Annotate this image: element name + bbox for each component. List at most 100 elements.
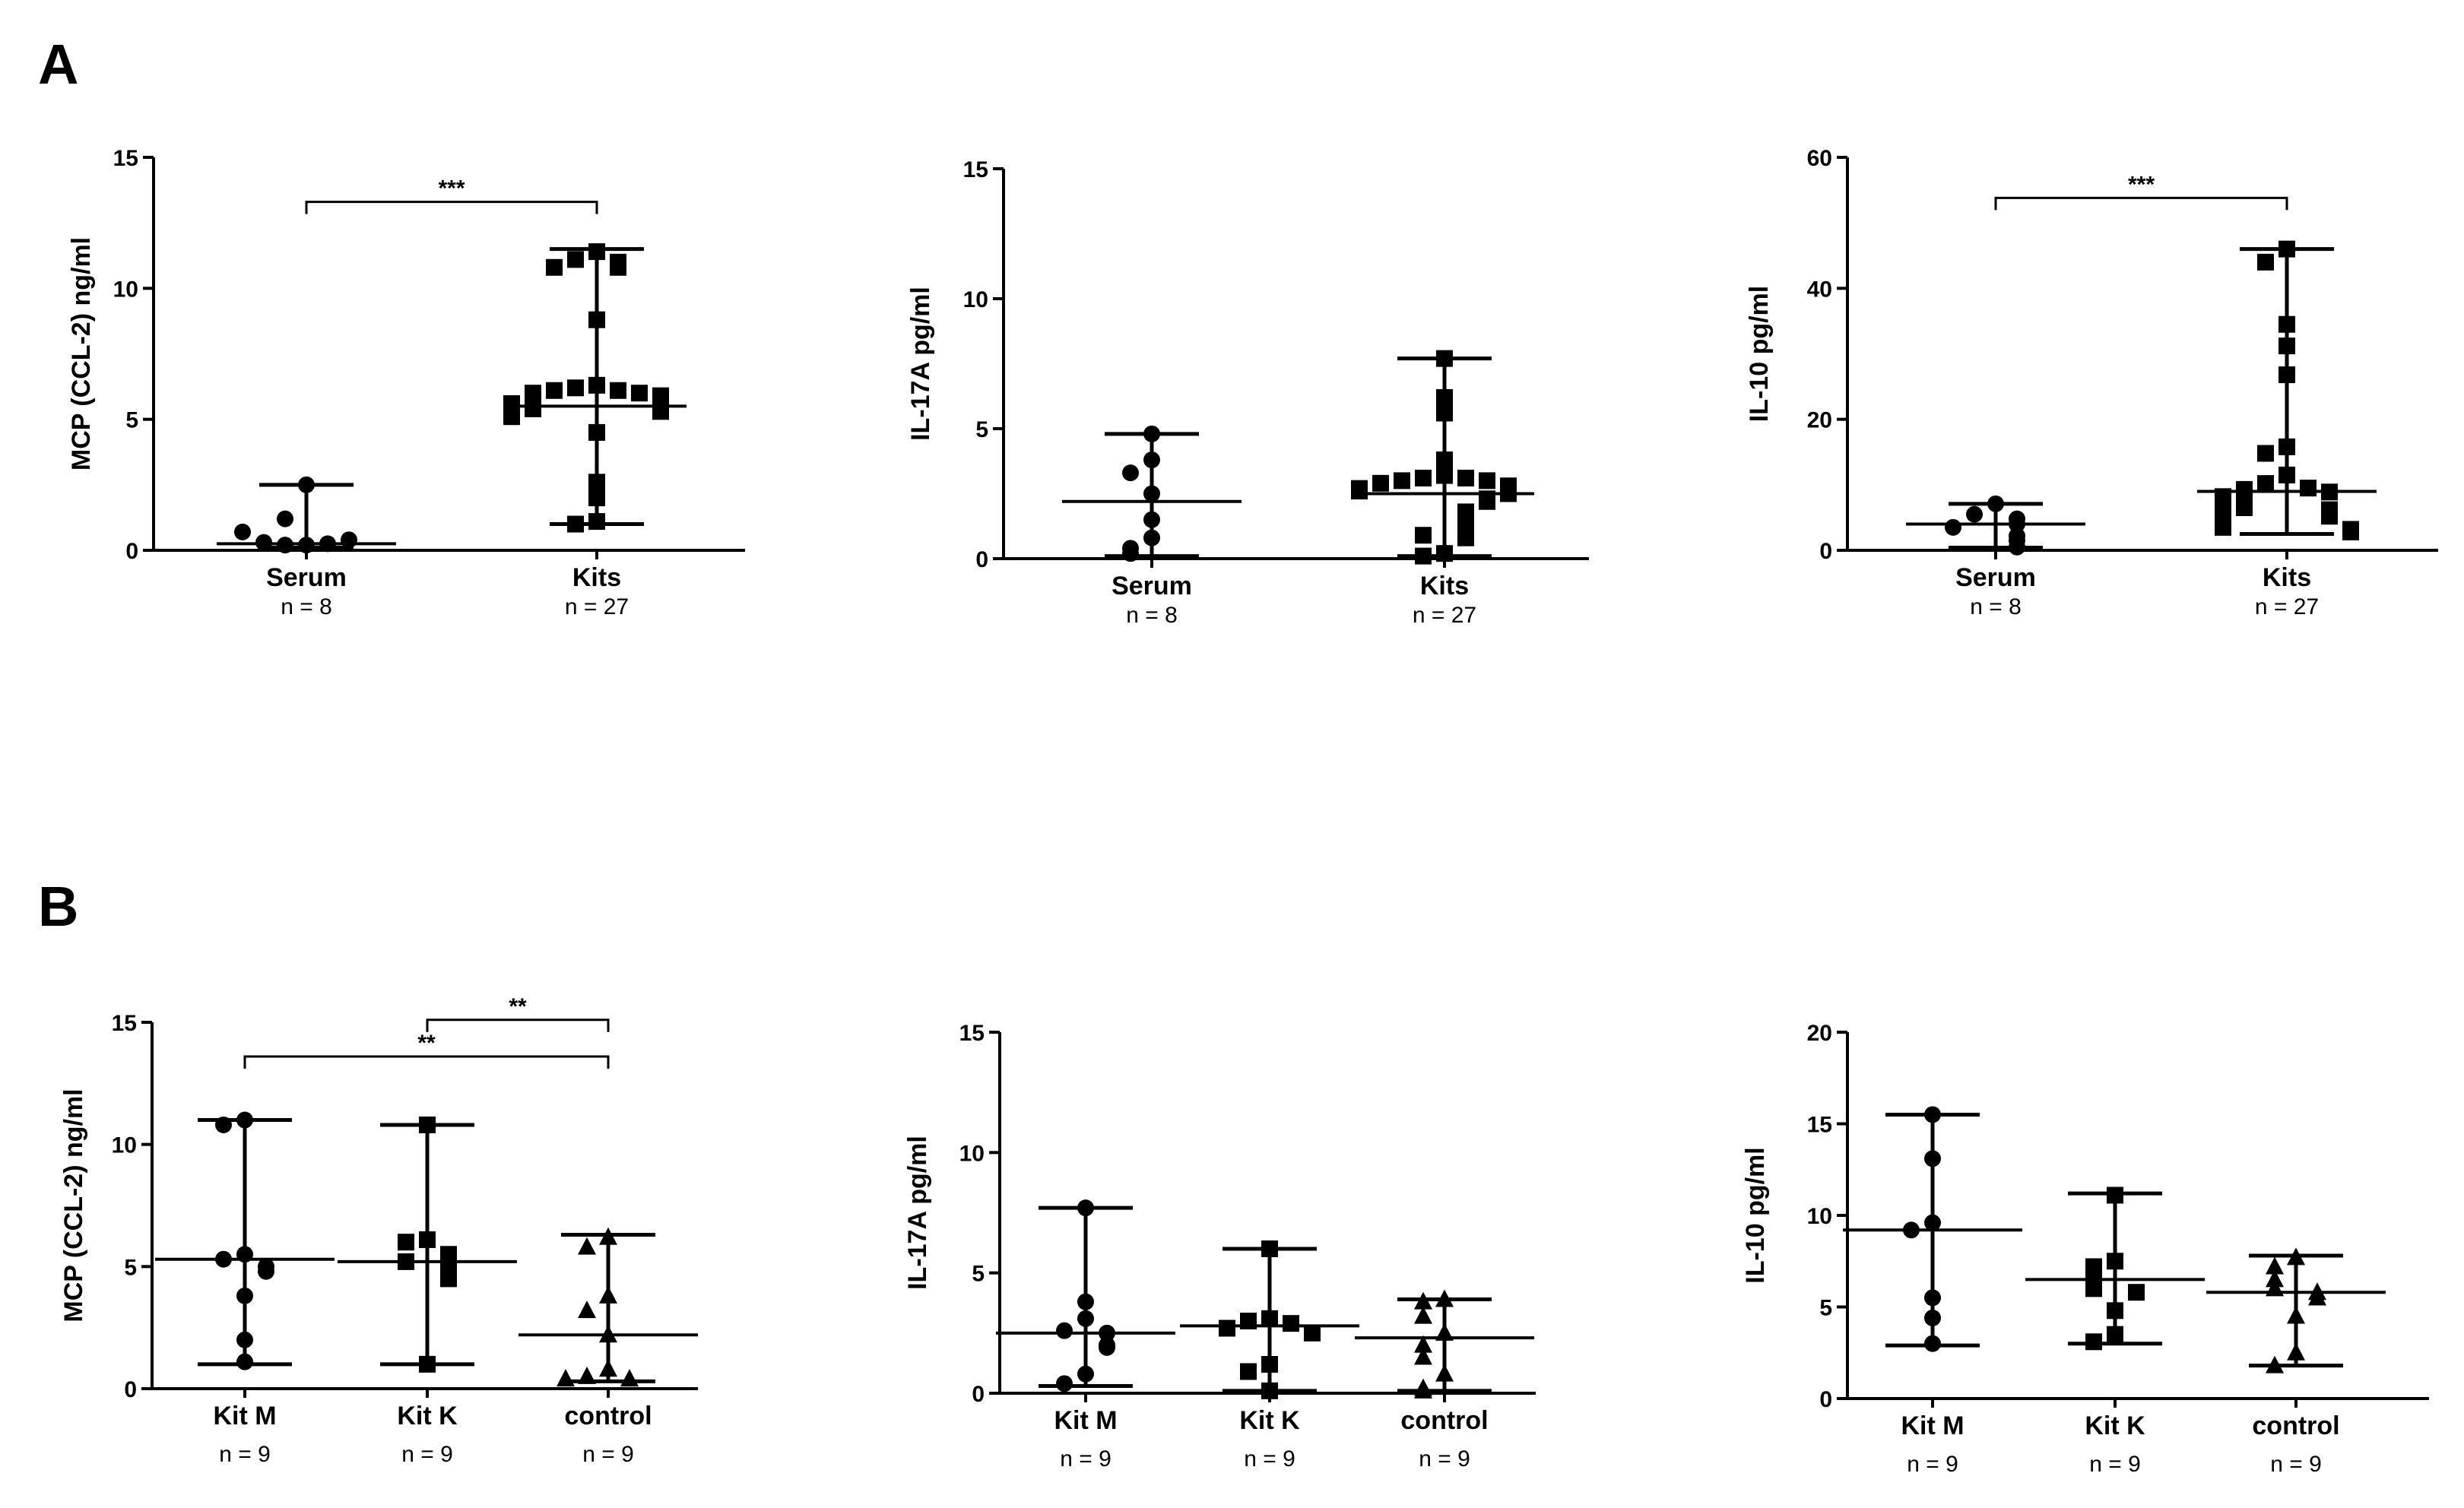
- data-point: [2287, 1247, 2305, 1266]
- data-point: [2278, 337, 2295, 355]
- category-label: Kit K: [397, 1402, 458, 1430]
- data-point: [1077, 1199, 1094, 1217]
- data-point: [503, 408, 520, 426]
- panel-label-b: B: [38, 875, 78, 938]
- data-point: [1966, 505, 1983, 523]
- data-point: [1415, 547, 1432, 565]
- category-label: Kit M: [213, 1402, 276, 1430]
- data-point: [1372, 474, 1389, 492]
- significance-label: **: [509, 994, 527, 1019]
- data-point: [546, 258, 563, 276]
- y-tick-label: 0: [125, 539, 138, 564]
- n-count-label: n = 8: [281, 594, 332, 619]
- data-point: [1924, 1106, 1941, 1123]
- data-point: [277, 537, 293, 554]
- chart-4: [141, 1019, 698, 1398]
- y-tick-label: 5: [975, 417, 988, 442]
- y-tick-label: 15: [112, 1011, 137, 1036]
- data-point: [1283, 1315, 1299, 1332]
- data-point: [2009, 538, 2025, 556]
- significance-label: **: [417, 1031, 436, 1056]
- data-point: [1056, 1375, 1073, 1392]
- n-count-label: n = 9: [1244, 1446, 1295, 1472]
- y-axis-label: MCP (CCL-2) ng/ml: [59, 1088, 88, 1322]
- n-count-label: n = 9: [1060, 1446, 1111, 1472]
- y-tick-label: 20: [1807, 408, 1832, 433]
- data-point: [419, 1116, 436, 1133]
- data-point: [599, 1359, 617, 1377]
- data-point: [588, 376, 605, 394]
- data-point: [215, 1250, 232, 1268]
- data-point: [1987, 495, 2004, 512]
- n-count-label: n = 9: [1419, 1446, 1470, 1472]
- category-label: Kits: [572, 563, 621, 592]
- data-point: [1435, 1323, 1454, 1341]
- data-point: [2107, 1326, 2123, 1343]
- data-point: [298, 476, 315, 493]
- data-point: [2321, 483, 2338, 501]
- data-point: [2236, 499, 2253, 516]
- data-point: [1414, 1291, 1432, 1310]
- chart-3: [1837, 156, 2438, 559]
- category-label: control: [2252, 1411, 2339, 1440]
- data-point: [319, 535, 336, 553]
- data-point: [578, 1366, 596, 1384]
- data-point: [610, 258, 626, 276]
- data-point: [567, 379, 584, 397]
- data-point: [525, 400, 541, 417]
- data-point: [1394, 472, 1410, 489]
- data-point: [1261, 1310, 1278, 1327]
- data-point: [1436, 388, 1453, 406]
- data-point: [1122, 464, 1139, 482]
- data-point: [1924, 1289, 1941, 1307]
- data-point: [2215, 518, 2231, 536]
- y-tick-label: 10: [1807, 1204, 1832, 1229]
- n-count-label: n = 27: [565, 594, 629, 619]
- data-point: [599, 1227, 617, 1245]
- y-tick-label: 0: [1819, 539, 1832, 564]
- data-point: [1261, 1240, 1278, 1257]
- n-count-label: n = 9: [401, 1442, 453, 1467]
- category-label: Kits: [1420, 572, 1469, 600]
- n-count-label: n = 8: [1970, 594, 2022, 619]
- y-axis-label: MCP (CCL-2) ng/ml: [67, 237, 96, 470]
- data-point: [2215, 496, 2231, 513]
- y-tick-label: 5: [124, 1255, 137, 1280]
- data-point: [652, 403, 669, 420]
- chart-1: [143, 156, 745, 559]
- data-point: [557, 1369, 575, 1387]
- category-label: control: [564, 1402, 652, 1430]
- data-point: [1261, 1356, 1278, 1373]
- data-point: [1414, 1335, 1432, 1353]
- y-tick-label: 5: [1819, 1296, 1832, 1321]
- data-point: [610, 382, 626, 399]
- y-tick-label: 15: [963, 157, 988, 182]
- data-point: [1077, 1310, 1094, 1327]
- y-axis-label: IL-17A pg/ml: [906, 287, 935, 441]
- data-point: [1435, 1364, 1454, 1382]
- data-point: [1479, 493, 1495, 510]
- panel-label-a: A: [38, 33, 78, 96]
- data-point: [2257, 253, 2274, 271]
- y-tick-label: 10: [112, 1133, 137, 1158]
- data-point: [1099, 1339, 1115, 1356]
- data-point: [1924, 1150, 1941, 1167]
- data-point: [2266, 1278, 2284, 1297]
- data-point: [1415, 469, 1432, 486]
- y-axis-label: IL-10 pg/ml: [1745, 286, 1774, 422]
- data-point: [236, 1353, 253, 1370]
- data-point: [277, 510, 293, 527]
- significance-label: ***: [2128, 172, 2155, 197]
- data-point: [1436, 404, 1453, 422]
- data-point: [1351, 483, 1368, 500]
- n-count-label: n = 9: [1907, 1452, 1958, 1477]
- data-point: [2287, 1342, 2305, 1361]
- significance-bracket: [305, 201, 598, 214]
- data-point: [1436, 451, 1453, 469]
- data-point: [1457, 469, 1474, 486]
- y-tick-label: 0: [972, 1382, 985, 1407]
- data-point: [588, 423, 605, 441]
- data-point: [419, 1355, 436, 1373]
- data-point: [525, 385, 541, 402]
- y-tick-label: 15: [113, 146, 138, 171]
